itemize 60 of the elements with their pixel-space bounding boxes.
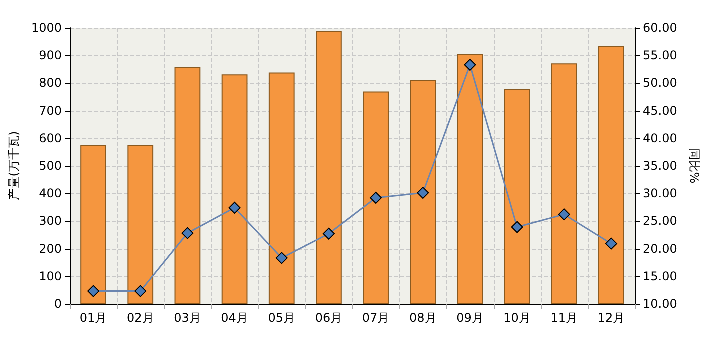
x-tick-label: 11月 — [550, 311, 578, 325]
bar — [363, 92, 389, 304]
x-tick-label: 02月 — [126, 311, 154, 325]
point — [417, 187, 430, 200]
point — [322, 228, 335, 240]
point — [134, 285, 147, 298]
y-tick-label: 600 — [39, 131, 62, 146]
x-tick-label: 09月 — [456, 311, 484, 325]
bar — [410, 80, 436, 304]
y-tick-label: 100 — [39, 269, 62, 284]
x-tick-label: 05月 — [268, 311, 296, 325]
point — [88, 285, 100, 298]
point — [464, 58, 476, 71]
point — [605, 238, 618, 250]
bar — [551, 64, 578, 304]
bar — [80, 145, 106, 304]
point — [276, 252, 288, 264]
y2-tick-label: 15.00 — [643, 269, 678, 284]
y-tick-label: 900 — [39, 48, 62, 63]
y2-tick-label: 10.00 — [643, 297, 678, 311]
x-tick-label: 07月 — [362, 311, 390, 325]
point — [558, 208, 570, 221]
y-tick-label: 700 — [39, 104, 62, 118]
x-tick-label: 04月 — [221, 311, 248, 325]
y2-tick-label: 35.00 — [643, 159, 678, 173]
bar — [504, 89, 530, 304]
x-tick-label: 12月 — [598, 311, 626, 325]
y2-tick-label: 30.00 — [643, 186, 678, 201]
y2-tick-label: 60.00 — [643, 21, 678, 35]
y2-tick-label: 40.00 — [643, 131, 678, 146]
y-axis-title: 产量(万千瓦) — [7, 131, 21, 201]
y-tick-label: 1000 — [31, 21, 62, 35]
y2-axis-title: 同比% — [687, 148, 702, 184]
y-tick-label: 800 — [39, 76, 62, 90]
point — [182, 227, 194, 240]
y-tick-label: 300 — [39, 214, 62, 228]
x-tick-label: 08月 — [409, 311, 437, 325]
bar — [457, 54, 484, 304]
bar — [174, 67, 201, 304]
y2-tick-label: 50.00 — [643, 76, 678, 90]
bar — [222, 74, 248, 304]
y-tick-label: 500 — [39, 159, 62, 173]
y2-tick-label: 55.00 — [643, 48, 678, 63]
point — [228, 202, 241, 214]
y2-tick-label: 20.00 — [643, 242, 678, 256]
y-tick-label: 0 — [54, 297, 62, 311]
y2-tick-label: 25.00 — [643, 214, 678, 228]
y-tick-label: 400 — [39, 186, 62, 201]
y2-tick-label: 45.00 — [643, 104, 678, 118]
bar — [128, 145, 154, 304]
x-tick-label: 06月 — [315, 311, 343, 325]
y-tick-label: 200 — [39, 242, 62, 256]
bar — [316, 31, 342, 304]
x-tick-label: 01月 — [80, 311, 108, 325]
bar — [268, 72, 295, 304]
point — [370, 192, 382, 204]
bar — [598, 46, 624, 304]
point — [511, 221, 524, 234]
x-tick-label: 03月 — [174, 311, 202, 325]
x-tick-label: 10月 — [504, 311, 531, 325]
